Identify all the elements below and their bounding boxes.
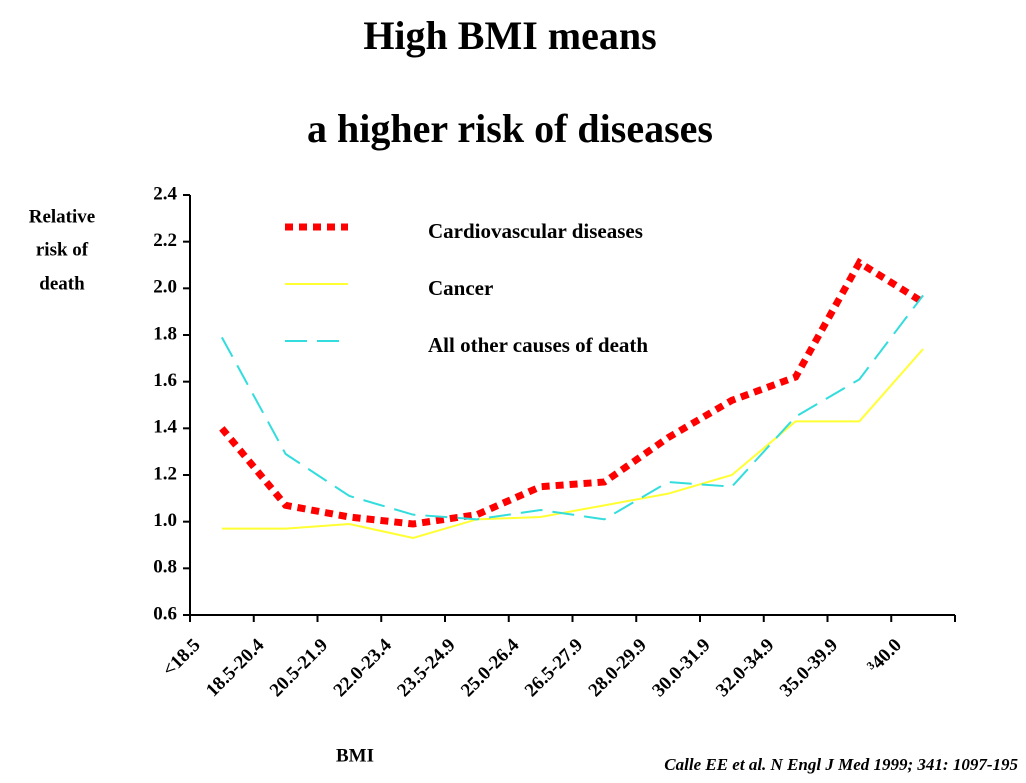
legend-label: All other causes of death (428, 333, 648, 357)
y-tick-label: 0.6 (153, 603, 177, 624)
y-axis-label: risk of (36, 239, 89, 260)
x-tick-label: 23.5-24.9 (393, 635, 459, 701)
y-tick-label: 0.8 (153, 557, 177, 578)
y-axis-label: death (39, 273, 85, 294)
chart-title: High BMI means (363, 13, 656, 58)
legend-label: Cancer (428, 276, 493, 300)
x-axis-label: BMI (336, 745, 374, 766)
y-tick-label: 1.2 (153, 463, 177, 484)
y-tick-label: 1.0 (153, 510, 177, 531)
series-line (220, 294, 924, 521)
y-tick-label: 1.6 (153, 370, 177, 391)
series-line (221, 348, 924, 540)
x-tick-label: 30.0-31.9 (648, 635, 714, 701)
chart-title: a higher risk of diseases (307, 106, 713, 151)
x-tick-label: 22.0-23.4 (330, 634, 397, 701)
y-tick-label: 1.8 (153, 323, 177, 344)
y-tick-label: 2.4 (153, 183, 177, 204)
x-tick-label: 35.0-39.9 (776, 635, 842, 701)
x-tick-label: 26.5-27.9 (521, 635, 587, 701)
x-tick-label: 18.5-20.4 (202, 634, 269, 701)
legend-label: Cardiovascular diseases (428, 219, 643, 243)
x-tick-label: ³40.0 (863, 635, 905, 677)
x-tick-label: 28.0-29.9 (585, 635, 651, 701)
x-tick-label: 32.0-34.9 (712, 635, 778, 701)
y-axis-label: Relative (29, 206, 95, 227)
x-tick-label: 25.0-26.4 (457, 634, 524, 701)
x-tick-label: <18.5 (159, 635, 205, 681)
x-tick-label: 20.5-21.9 (266, 635, 332, 701)
y-tick-label: 2.0 (153, 277, 177, 298)
y-tick-label: 1.4 (153, 417, 177, 438)
y-tick-label: 2.2 (153, 230, 177, 251)
series-line (219, 257, 925, 528)
source: Calle EE et al. N Engl J Med 1999; 341: … (664, 755, 1018, 774)
